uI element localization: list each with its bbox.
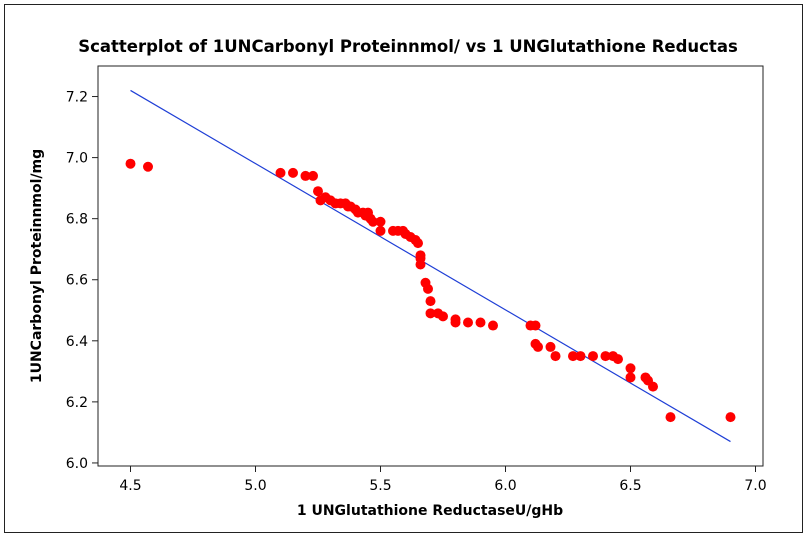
data-point xyxy=(143,161,153,172)
chart-frame: Scatterplot of 1UNCarbonyl Proteinnmol/ … xyxy=(4,4,803,533)
x-axis-ticks: 4.5 5.0 5.5 6.0 6.5 7.0 xyxy=(119,466,767,494)
data-point xyxy=(425,296,436,307)
data-point xyxy=(568,351,578,362)
y-tick-label: 6.2 xyxy=(66,395,88,411)
data-point xyxy=(648,381,658,392)
y-tick-label: 7.2 xyxy=(66,90,88,106)
data-point xyxy=(425,308,436,319)
x-tick-label: 5.0 xyxy=(244,478,266,494)
data-point xyxy=(475,317,486,328)
data-point xyxy=(725,412,736,423)
data-point xyxy=(450,317,461,328)
data-point xyxy=(533,341,543,352)
data-point xyxy=(545,341,556,352)
y-tick-label: 6.8 xyxy=(66,212,88,228)
data-point xyxy=(463,317,473,328)
chart-title: Scatterplot of 1UNCarbonyl Proteinnmol/ … xyxy=(78,37,738,56)
x-axis-label: 1 UNGlutathione ReductaseU/gHb xyxy=(297,503,563,519)
x-tick-label: 7.0 xyxy=(744,478,766,494)
data-point xyxy=(423,283,433,294)
data-point xyxy=(288,167,298,178)
y-tick-label: 6.4 xyxy=(66,334,88,350)
x-tick-label: 5.5 xyxy=(369,478,391,494)
data-point xyxy=(375,225,386,236)
data-point xyxy=(530,320,541,331)
data-point xyxy=(308,170,318,181)
data-point xyxy=(550,351,561,362)
data-point xyxy=(125,158,136,169)
x-tick-label: 4.5 xyxy=(119,478,141,494)
data-point xyxy=(665,412,676,423)
data-point xyxy=(588,351,598,362)
data-point xyxy=(413,238,423,249)
data-points xyxy=(125,158,736,423)
y-axis-ticks: 6.0 6.2 6.4 6.6 6.8 7.0 7.2 xyxy=(66,90,98,472)
data-point xyxy=(415,259,426,270)
y-tick-label: 6.6 xyxy=(66,273,88,289)
data-point xyxy=(300,170,311,181)
y-axis-label: 1UNCarbonyl Proteinnmol/mg xyxy=(29,149,45,383)
data-point xyxy=(613,354,623,365)
data-point xyxy=(313,186,323,197)
data-point xyxy=(275,167,286,178)
y-tick-label: 7.0 xyxy=(66,151,88,167)
regression-line xyxy=(130,89,731,443)
data-point xyxy=(438,311,448,322)
data-point xyxy=(625,363,636,374)
x-tick-label: 6.5 xyxy=(619,478,641,494)
y-tick-label: 6.0 xyxy=(66,456,88,472)
data-point xyxy=(488,320,498,331)
data-point xyxy=(625,372,636,383)
data-point xyxy=(575,351,586,362)
x-tick-label: 6.0 xyxy=(494,478,516,494)
data-point xyxy=(375,216,386,227)
data-point xyxy=(600,351,611,362)
scatterplot-svg: Scatterplot of 1UNCarbonyl Proteinnmol/ … xyxy=(29,37,767,519)
data-point xyxy=(368,216,378,227)
